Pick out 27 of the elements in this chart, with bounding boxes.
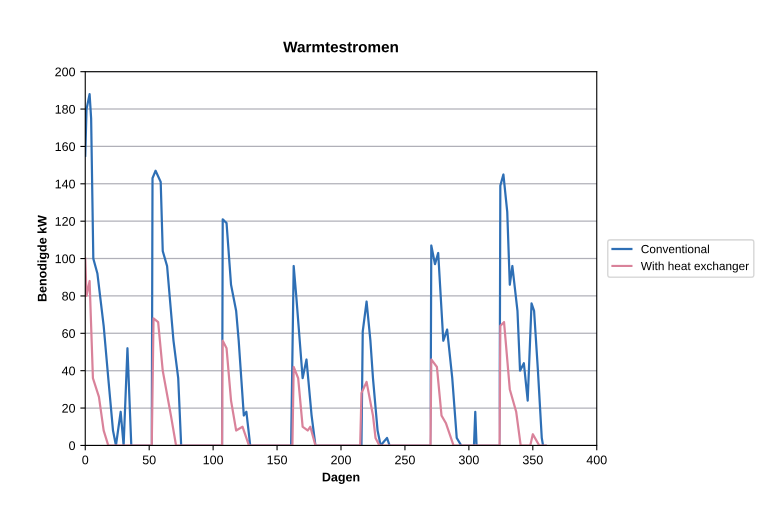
y-tick-label: 20 xyxy=(62,404,76,413)
x-tick-label: 350 xyxy=(522,455,543,464)
line-series xyxy=(85,92,547,446)
y-tick-label: 140 xyxy=(56,180,76,188)
x-tick-label: 100 xyxy=(204,455,224,464)
y-tick-label: 160 xyxy=(56,142,76,152)
chart-title: Warmtestromen xyxy=(283,42,398,52)
y-tick-label: 60 xyxy=(62,329,76,338)
y-tick-label: 180 xyxy=(56,104,76,114)
line-series xyxy=(85,257,547,446)
x-tick-label: 0 xyxy=(82,455,88,464)
x-axis-title: Dagen xyxy=(322,472,360,484)
legend-label: With heat exchanger xyxy=(640,262,749,273)
legend-label: Conventional xyxy=(641,244,709,254)
x-tick-label: 200 xyxy=(331,455,351,464)
x-tick-label: 300 xyxy=(458,455,479,464)
y-tick-label: 0 xyxy=(69,441,76,450)
y-axis-title: Benodigde kW xyxy=(37,215,50,302)
y-tick-label: 100 xyxy=(56,254,76,264)
x-tick-label: 150 xyxy=(268,455,287,464)
x-tick-label: 250 xyxy=(395,455,415,464)
y-tick-label: 80 xyxy=(62,292,76,301)
x-tick-label: 50 xyxy=(142,455,156,464)
y-tick-label: 120 xyxy=(56,216,76,226)
y-tick-label: 200 xyxy=(55,67,76,76)
y-tick-label: 40 xyxy=(62,366,76,376)
x-tick-label: 400 xyxy=(586,455,607,464)
